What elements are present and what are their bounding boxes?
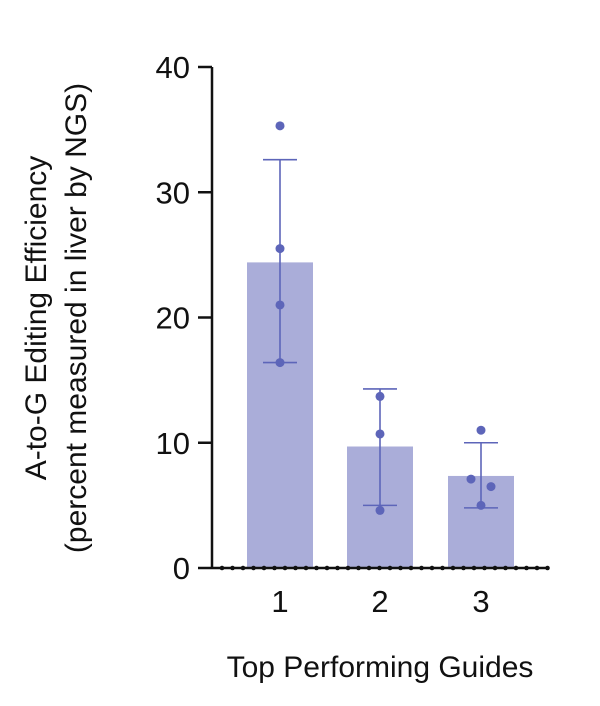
x-axis-dot [240, 565, 246, 571]
data-point [375, 429, 385, 439]
data-point [275, 358, 285, 368]
x-axis-dot [282, 565, 288, 571]
x-axis-dot [303, 565, 309, 571]
x-axis-dot [324, 565, 330, 571]
data-point [275, 244, 285, 254]
x-axis-dot [345, 565, 351, 571]
y-tick-label: 20 [156, 301, 190, 336]
y-tick-label: 10 [156, 426, 190, 461]
x-axis-dot [482, 565, 487, 571]
x-axis-dot [461, 565, 466, 571]
data-point [486, 482, 496, 492]
x-tick-label: 3 [472, 584, 489, 619]
y-tick-label: 0 [173, 551, 190, 586]
x-axis-dot [450, 565, 456, 571]
data-point [375, 391, 385, 401]
data-point [275, 121, 285, 131]
data-point [466, 474, 476, 484]
x-axis-dot [261, 565, 267, 571]
x-tick-label: 1 [271, 584, 288, 619]
x-axis-dot [429, 565, 435, 571]
data-point [375, 505, 385, 515]
x-axis-dot [293, 565, 298, 571]
x-axis-dot [366, 565, 372, 571]
x-axis-dot [251, 565, 256, 571]
x-axis-label: Top Performing Guides [227, 651, 534, 684]
x-axis-dot [335, 565, 340, 571]
x-tick-label: 2 [371, 584, 388, 619]
x-axis-dot [356, 565, 361, 571]
x-axis-dot [219, 565, 225, 571]
y-tick-label: 30 [156, 175, 190, 210]
y-tick-label: 40 [156, 50, 190, 85]
x-axis-dot [471, 565, 477, 571]
x-axis-dot [387, 565, 393, 571]
x-axis-dot [545, 565, 550, 571]
x-axis-dot [419, 565, 424, 571]
x-axis-dot [408, 565, 414, 571]
y-axis-label-line2: (percent measured in liver by NGS) [60, 83, 93, 553]
x-axis-dot [524, 565, 529, 571]
x-axis-dot [272, 565, 277, 571]
x-axis-dot [513, 565, 519, 571]
x-axis-dot [377, 565, 382, 571]
x-axis-dot [534, 565, 540, 571]
x-axis-dot [398, 565, 403, 571]
y-axis-label-line1: A-to-G Editing Efficiency [20, 156, 53, 481]
x-axis-dot [230, 565, 235, 571]
data-point [275, 300, 285, 310]
x-axis-dot [492, 565, 498, 571]
x-axis-dot [440, 565, 445, 571]
data-point [476, 500, 486, 510]
x-axis-dot [314, 565, 319, 571]
data-point [476, 425, 486, 435]
x-axis-dot [503, 565, 508, 571]
